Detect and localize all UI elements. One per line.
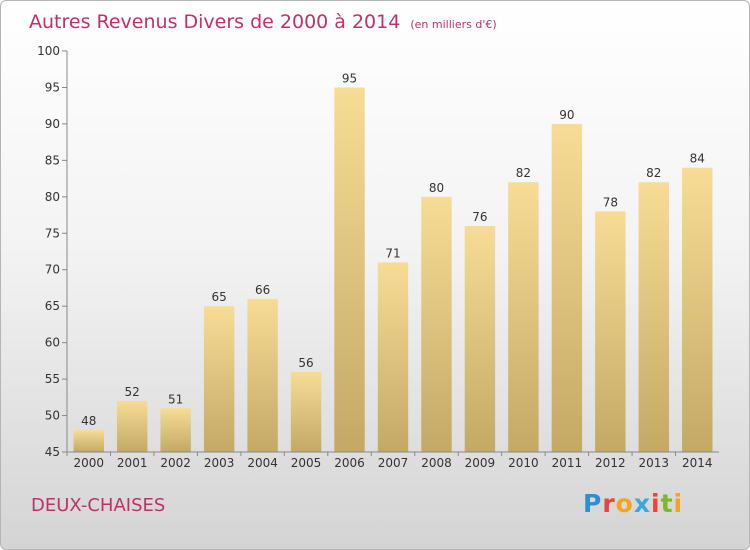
- data-label-2012: 78: [603, 195, 618, 209]
- chart-title: Autres Revenus Divers de 2000 à 2014 (en…: [29, 11, 497, 33]
- y-tick-label-75: 75: [45, 226, 60, 240]
- x-tick-label-2009: 2009: [465, 456, 496, 470]
- bar-2007: [377, 262, 409, 452]
- data-label-2013: 82: [646, 166, 661, 180]
- brand-letter: x: [633, 489, 651, 518]
- bar-2008: [421, 196, 452, 452]
- y-tick-label-45: 45: [45, 445, 60, 459]
- x-tick-label-2008: 2008: [421, 456, 452, 470]
- bar-2006: [334, 87, 365, 453]
- x-tick-label-2001: 2001: [117, 456, 148, 470]
- y-tick-label-50: 50: [45, 409, 60, 423]
- x-tick-label-2003: 2003: [204, 456, 235, 470]
- bar-2004: [247, 298, 278, 452]
- y-tick-label-95: 95: [45, 80, 60, 94]
- y-tick-label-60: 60: [45, 336, 60, 350]
- brand-letter: P: [583, 489, 603, 518]
- data-label-2003: 65: [211, 290, 226, 304]
- x-tick-label-2007: 2007: [378, 456, 409, 470]
- bar-2001: [116, 400, 148, 452]
- data-label-2006: 95: [342, 71, 357, 85]
- data-label-2009: 76: [472, 210, 487, 224]
- bar-2000: [73, 430, 104, 452]
- brand-logo: Proxiti: [583, 489, 683, 523]
- bar-2010: [508, 182, 539, 452]
- bar-2011: [551, 123, 583, 452]
- brand-letter: i: [673, 489, 684, 518]
- y-tick-label-70: 70: [45, 263, 60, 277]
- y-tick-label-85: 85: [45, 153, 60, 167]
- x-tick-label-2004: 2004: [247, 456, 278, 470]
- data-label-2007: 71: [385, 246, 400, 260]
- y-tick-label-55: 55: [45, 372, 60, 386]
- bar-2014: [682, 167, 713, 452]
- data-label-2011: 90: [559, 108, 574, 122]
- data-label-2010: 82: [516, 166, 531, 180]
- bar-2013: [638, 182, 670, 452]
- brand-letter: r: [602, 489, 616, 518]
- y-tick-label-90: 90: [45, 117, 60, 131]
- data-label-2008: 80: [429, 181, 444, 195]
- data-label-2001: 52: [125, 385, 140, 399]
- data-label-2014: 84: [690, 152, 705, 166]
- x-tick-label-2011: 2011: [552, 456, 583, 470]
- bar-2012: [595, 211, 626, 452]
- x-tick-label-2002: 2002: [160, 456, 191, 470]
- brand-letter: i: [651, 489, 661, 518]
- x-tick-label-2000: 2000: [73, 456, 104, 470]
- axes-group: 2000 2001 2002 2003 2004 2005 2006 2007 2008 2009…: [37, 44, 719, 470]
- bar-2002: [160, 408, 191, 452]
- y-tick-label-80: 80: [45, 190, 60, 204]
- data-label-2004: 66: [255, 283, 270, 297]
- bar-2009: [464, 225, 496, 452]
- x-tick-label-2013: 2013: [639, 456, 670, 470]
- x-tick-label-2005: 2005: [291, 456, 322, 470]
- chart-title-text: Autres Revenus Divers de 2000 à 2014: [29, 11, 401, 33]
- data-label-2002: 51: [168, 392, 183, 406]
- data-label-2000: 48: [81, 414, 96, 428]
- data-label-2005: 56: [298, 356, 313, 370]
- x-tick-label-2006: 2006: [334, 456, 365, 470]
- bar-2003: [203, 306, 235, 452]
- brand-letter: t: [660, 489, 674, 518]
- x-tick-label-2012: 2012: [595, 456, 626, 470]
- x-tick-label-2014: 2014: [682, 456, 713, 470]
- x-tick-label-2010: 2010: [508, 456, 539, 470]
- bars-group: 48 52 51 65 66 56 95 71 80 76 82 90 78 82 84: [73, 71, 713, 453]
- y-tick-label-100: 100: [37, 44, 60, 58]
- brand-letter: o: [615, 489, 634, 518]
- bar-2005: [290, 371, 322, 452]
- chart-unit-note: (en milliers d'€): [410, 18, 497, 31]
- location-name: DEUX-CHAISES: [31, 495, 166, 516]
- y-tick-label-65: 65: [45, 299, 60, 313]
